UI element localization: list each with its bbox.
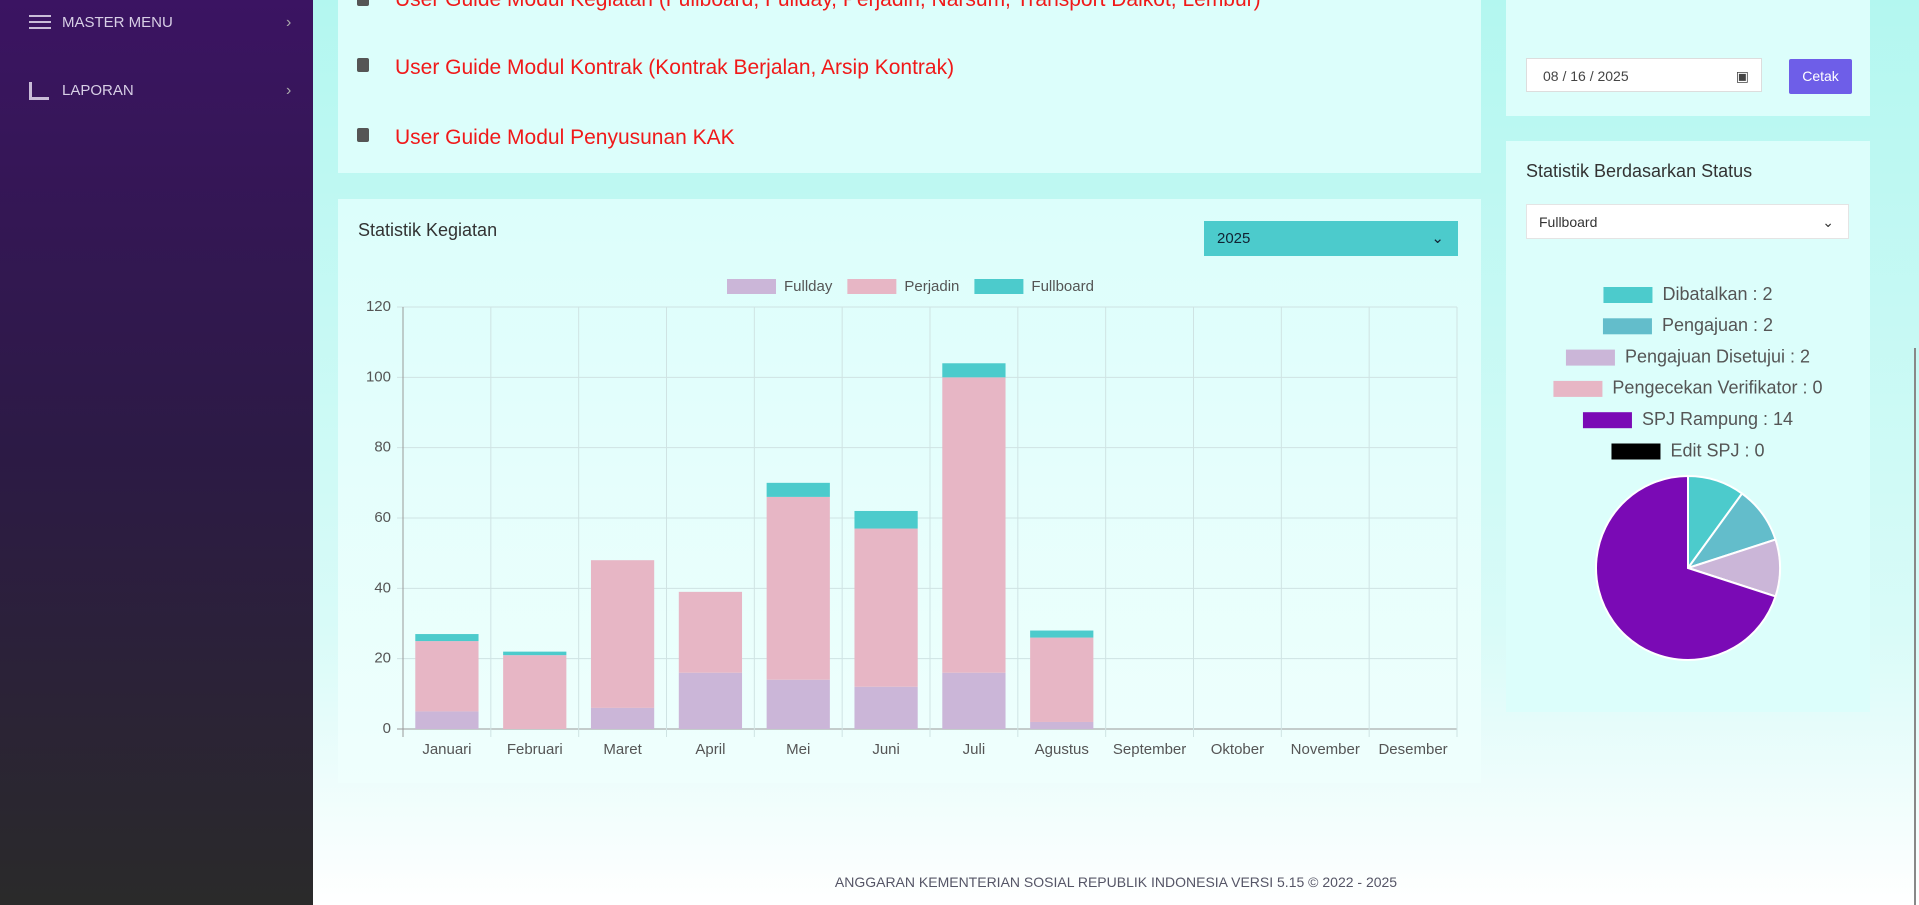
bar-segment [766, 679, 830, 729]
bar-segment [678, 672, 743, 729]
pie-slice [1595, 474, 1777, 661]
bar-segment [854, 528, 918, 687]
legend-swatch [974, 279, 1024, 294]
print-button[interactable]: Cetak [1789, 59, 1852, 94]
sidebar: MASTER MENU › LAPORAN › [0, 0, 313, 905]
menu-icon [29, 15, 51, 17]
legend-label: SPJ Rampung : 14 [1642, 409, 1793, 429]
print-card: 08 / 16 / 2025 ▣ Cetak [1506, 0, 1870, 116]
bar-segment [942, 672, 1006, 729]
x-tick-label: Juni [872, 741, 900, 758]
status-card: Statistik Berdasarkan Status Fullboard ⌄ … [1506, 141, 1870, 712]
bar-segment [766, 482, 830, 497]
guide-card [338, 0, 1481, 173]
x-tick-label: Agustus [1035, 741, 1089, 758]
x-tick-label: Januari [422, 741, 471, 758]
bar-segment [678, 591, 743, 673]
legend-label: Pengecekan Verifikator : 0 [1612, 378, 1822, 398]
legend-swatch [1553, 380, 1603, 397]
bar-segment [415, 641, 479, 712]
legend-swatch [1603, 287, 1653, 303]
guide-link[interactable]: User Guide Modul Kontrak (Kontrak Berjal… [395, 56, 955, 79]
legend-swatch [847, 279, 897, 294]
legend-label: Pengajuan : 2 [1662, 315, 1773, 335]
y-tick-label: 40 [374, 579, 391, 596]
bar-segment [503, 655, 567, 729]
bar-segment [503, 651, 567, 656]
chart-title: Statistik Berdasarkan Status [1526, 161, 1753, 181]
book-icon [357, 0, 369, 6]
legend-swatch [727, 279, 776, 294]
year-select[interactable]: 2025 ⌄ [1204, 221, 1458, 256]
legend-label: Fullday [784, 278, 833, 295]
nav-item[interactable]: MASTER MENU [62, 14, 173, 31]
legend-label: Edit SPJ : 0 [1670, 440, 1764, 460]
legend-label: Fullboard [1031, 278, 1094, 295]
chevron: › [286, 14, 292, 31]
x-tick-label: Februari [507, 741, 563, 758]
date-value: 08 / 16 / 2025 [1543, 68, 1629, 84]
bar-segment [942, 363, 1006, 378]
x-tick-label: Maret [603, 741, 642, 758]
bar-segment [590, 707, 655, 729]
footer: ANGGARAN KEMENTERIAN SOSIAL REPUBLIK IND… [834, 874, 1398, 890]
x-tick-label: November [1291, 741, 1360, 758]
y-tick-label: 100 [366, 368, 391, 385]
legend-swatch [1611, 443, 1661, 460]
x-tick-label: Oktober [1211, 741, 1264, 758]
x-tick-label: Mei [786, 741, 810, 758]
bar-segment [766, 496, 830, 680]
bar-segment [590, 560, 655, 708]
pie-chart: Dibatalkan : 2 Pengajuan : 2 Pengajuan Dis… [1553, 284, 1823, 661]
bar-segment [1030, 721, 1094, 729]
guide-link[interactable]: User Guide Modul Penyusunan KAK [395, 126, 735, 149]
book-icon [357, 128, 369, 142]
chart-card: Statistik Kegiatan 2025 ⌄ 0 20 40 60 80 100 120… [338, 199, 1481, 783]
report-icon [29, 82, 49, 100]
select-value: 2025 [1217, 230, 1251, 247]
legend-label: Pengajuan Disetujui : 2 [1625, 346, 1810, 366]
bar-segment [854, 510, 918, 529]
legend-swatch [1582, 412, 1632, 429]
y-tick-label: 60 [374, 509, 391, 526]
bar-segment [415, 711, 479, 729]
y-tick-label: 20 [374, 650, 391, 667]
x-tick-label: Desember [1378, 741, 1447, 758]
bar-segment [854, 686, 918, 729]
y-tick-label: 0 [383, 720, 391, 737]
bar-segment [942, 377, 1006, 673]
nav-item[interactable]: LAPORAN [62, 82, 134, 99]
y-tick-label: 120 [366, 298, 391, 315]
legend-swatch [1565, 349, 1615, 366]
x-tick-label: September [1113, 741, 1186, 758]
y-tick-label: 80 [374, 439, 391, 456]
date-input[interactable]: 08 / 16 / 2025 ▣ [1526, 58, 1762, 92]
x-tick-label: April [695, 741, 725, 758]
chevron: ⌄ [1431, 230, 1444, 247]
legend-swatch [1602, 318, 1652, 335]
x-tick-label: Juli [963, 741, 986, 758]
calendar-icon: ▣ [1735, 68, 1749, 84]
book-icon [357, 58, 369, 72]
scrollbar [1914, 348, 1916, 905]
bar-segment [415, 634, 479, 642]
bar-segment [1030, 637, 1094, 722]
chevron: › [286, 82, 292, 99]
chart-title: Statistik Kegiatan [358, 220, 498, 240]
select-value: Fullboard [1539, 214, 1598, 230]
legend-label: Perjadin [904, 278, 959, 295]
bar-chart: 0 20 40 60 80 100 120 Januari Februari Maret April… [366, 278, 1458, 758]
guide-link[interactable]: User Guide Modul Kegiatan (Fullboard, Fu… [395, 0, 1261, 12]
legend-label: Dibatalkan : 2 [1662, 284, 1772, 304]
chevron: ⌄ [1822, 214, 1834, 230]
bar-segment [1030, 630, 1094, 638]
status-select[interactable]: Fullboard ⌄ [1526, 204, 1849, 239]
